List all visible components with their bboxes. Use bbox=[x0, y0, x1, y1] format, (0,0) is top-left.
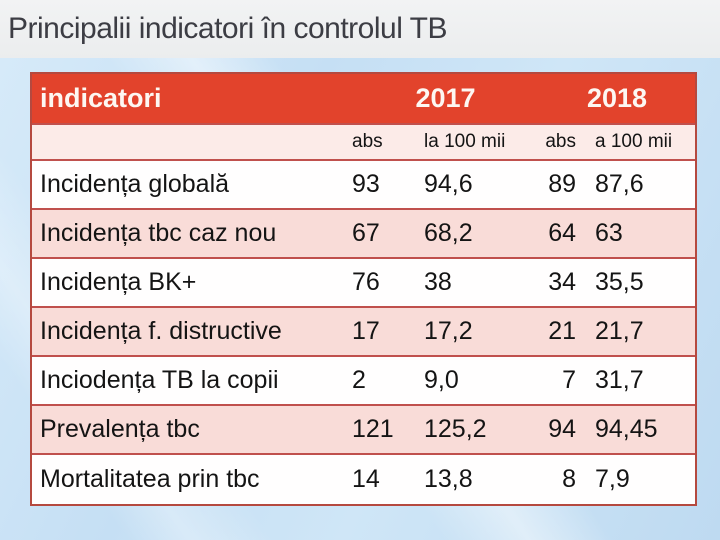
indicator-name: Inciodența TB la copii bbox=[40, 366, 279, 394]
abs-2018-value: 89 bbox=[539, 170, 594, 199]
abs-2018-text: 34 bbox=[548, 268, 576, 296]
table-row: Prevalența tbc 121 125,2 94 94,45 bbox=[32, 406, 695, 455]
slide-body: indicatori 2017 2018 abs la 100 mii abs … bbox=[0, 58, 720, 540]
rate-2017-value: 94,6 bbox=[424, 170, 473, 198]
table-row: Mortalitatea prin tbc 14 13,8 8 7,9 bbox=[32, 455, 695, 504]
header-year-2018: 2018 bbox=[586, 83, 648, 113]
rate-2018-value: 87,6 bbox=[595, 170, 644, 198]
rate-2017-value: 17,2 bbox=[424, 317, 473, 345]
rate-2018-value: 35,5 bbox=[595, 268, 644, 296]
indicator-name: Mortalitatea prin tbc bbox=[40, 465, 260, 493]
rate-2017-value: 38 bbox=[424, 268, 452, 296]
abs-2018-value: 64 bbox=[539, 219, 594, 248]
abs-2018-text: 21 bbox=[548, 317, 576, 345]
abs-2018-text: 89 bbox=[548, 170, 576, 198]
indicator-name: Prevalența tbc bbox=[40, 415, 200, 443]
table-row: Incidența tbc caz nou 67 68,2 64 63 bbox=[32, 210, 695, 259]
table-header-row: indicatori 2017 2018 bbox=[32, 74, 695, 125]
abs-2018-value: 7 bbox=[539, 366, 594, 395]
table-subheader-row: abs la 100 mii abs a 100 mii bbox=[32, 125, 695, 161]
table-row: Incidența BK+ 76 38 34 35,5 bbox=[32, 259, 695, 308]
table-row: Incidența globală 93 94,6 89 87,6 bbox=[32, 161, 695, 210]
abs-2017-value: 76 bbox=[352, 268, 380, 296]
abs-2017-value: 17 bbox=[352, 317, 380, 345]
title-band: Principalii indicatori în controlul TB bbox=[0, 0, 720, 58]
indicator-name: Incidența BK+ bbox=[40, 268, 197, 296]
indicator-name: Incidența f. distructive bbox=[40, 317, 282, 345]
abs-2018-value: 34 bbox=[539, 268, 594, 297]
rate-2018-value: 94,45 bbox=[595, 415, 658, 443]
abs-2017-value: 2 bbox=[352, 366, 366, 394]
rate-2017-value: 13,8 bbox=[424, 465, 473, 493]
abs-2018-text: 7 bbox=[562, 366, 576, 394]
header-year-2017: 2017 bbox=[415, 83, 476, 113]
abs-2018-text: 8 bbox=[562, 465, 576, 493]
abs-2017-value: 93 bbox=[352, 170, 380, 198]
rate-2018-value: 7,9 bbox=[595, 465, 630, 493]
abs-2018-value: 94 bbox=[539, 415, 594, 444]
slide-title: Principalii indicatori în controlul TB bbox=[8, 12, 447, 45]
indicator-name: Incidența globală bbox=[40, 170, 230, 198]
subheader-abs-2018-text: abs bbox=[545, 131, 576, 152]
table-row: Incidența f. distructive 17 17,2 21 21,7 bbox=[32, 308, 695, 357]
table-row: Inciodența TB la copii 2 9,0 7 31,7 bbox=[32, 357, 695, 406]
rate-2017-value: 68,2 bbox=[424, 219, 473, 247]
rate-2018-value: 31,7 bbox=[595, 366, 644, 394]
subheader-abs-2017: abs bbox=[352, 131, 383, 152]
rate-2017-value: 125,2 bbox=[424, 415, 487, 443]
subheader-rate-2018: a 100 mii bbox=[595, 131, 673, 152]
subheader-abs-2018: abs bbox=[539, 131, 594, 153]
subheader-rate-2017: la 100 mii bbox=[424, 131, 506, 152]
rate-2018-value: 21,7 bbox=[595, 317, 644, 345]
abs-2018-text: 64 bbox=[548, 219, 576, 247]
abs-2018-text: 94 bbox=[548, 415, 576, 443]
indicator-name: Incidența tbc caz nou bbox=[40, 219, 277, 247]
rate-2017-value: 9,0 bbox=[424, 366, 459, 394]
abs-2017-value: 67 bbox=[352, 219, 380, 247]
header-indicators-label: indicatori bbox=[40, 83, 162, 113]
abs-2017-value: 14 bbox=[352, 465, 380, 493]
abs-2018-value: 8 bbox=[539, 465, 594, 494]
abs-2018-value: 21 bbox=[539, 317, 594, 346]
abs-2017-value: 121 bbox=[352, 415, 394, 443]
indicators-table: indicatori 2017 2018 abs la 100 mii abs … bbox=[30, 72, 697, 506]
rate-2018-value: 63 bbox=[595, 219, 623, 247]
